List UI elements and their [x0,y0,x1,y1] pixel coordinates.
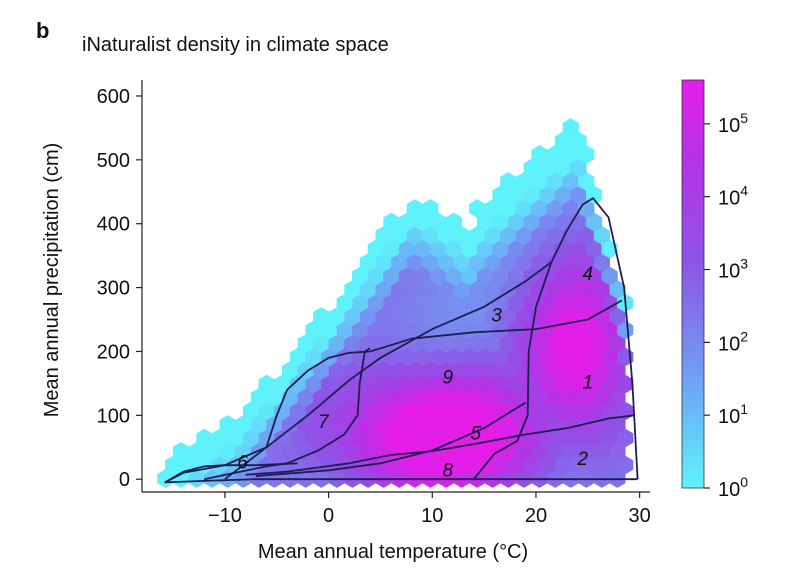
biome-boundary-line [224,299,623,480]
panel-label: b [36,18,50,43]
biome-label: 3 [491,305,502,326]
y-axis-label: Mean annual precipitation (cm) [41,143,63,418]
hex-cell [422,199,439,218]
biome-boundary-line [164,478,638,484]
colorbar-tick-label: 104 [718,183,748,210]
biome-label: 4 [583,264,594,285]
colorbar-ticks: 100 101 102 103 104 105 [681,79,748,501]
y-tick-label: 400 [97,214,130,236]
x-tick-label: 20 [525,505,547,527]
x-axis-label: Mean annual temperature (°C) [258,541,528,563]
y-tick-label: 500 [97,150,130,172]
colorbar [682,80,704,488]
hex-cell [562,118,579,137]
colorbar-tick-label: 105 [718,110,748,137]
biome-label: 2 [576,449,588,470]
y-tick-label: 100 [97,405,130,427]
x-tick-label: 10 [421,505,443,527]
biome-boundary-line [164,462,298,484]
biome-label: 5 [471,424,482,445]
y-tick-label: 200 [97,341,130,363]
colorbar-tick-label: 103 [718,256,748,283]
biome-boundary-line [245,414,635,476]
biome-boundary-line [255,401,527,477]
biome-label: 7 [318,412,330,433]
x-tick-label: −10 [208,505,242,527]
colorbar-frame [681,79,705,489]
chart-title: iNaturalist density in climate space [82,34,389,56]
biome-boundary-line [164,197,639,484]
colorbar-tick-label: 100 [718,474,748,501]
x-tick-label: 0 [323,505,334,527]
biome-label: 9 [443,367,454,388]
x-tick-label: 30 [629,505,651,527]
biome-boundary-line [204,347,371,481]
biome-label: 6 [237,452,248,473]
biome-boundary-line [473,261,553,480]
biome-label: 1 [583,372,594,393]
biome-labels: 1 2 3 4 5 6 7 8 9 [237,264,593,482]
hex-cell [445,212,462,232]
y-tick-label: 0 [119,469,130,491]
biome-label: 8 [443,461,454,482]
y-tick-label: 600 [97,86,130,108]
colorbar-tick-label: 102 [718,328,748,355]
hexbin-layer [157,118,634,488]
y-tick-label: 300 [97,278,130,300]
biome-boundaries [164,197,639,484]
colorbar-tick-label: 101 [718,401,748,428]
